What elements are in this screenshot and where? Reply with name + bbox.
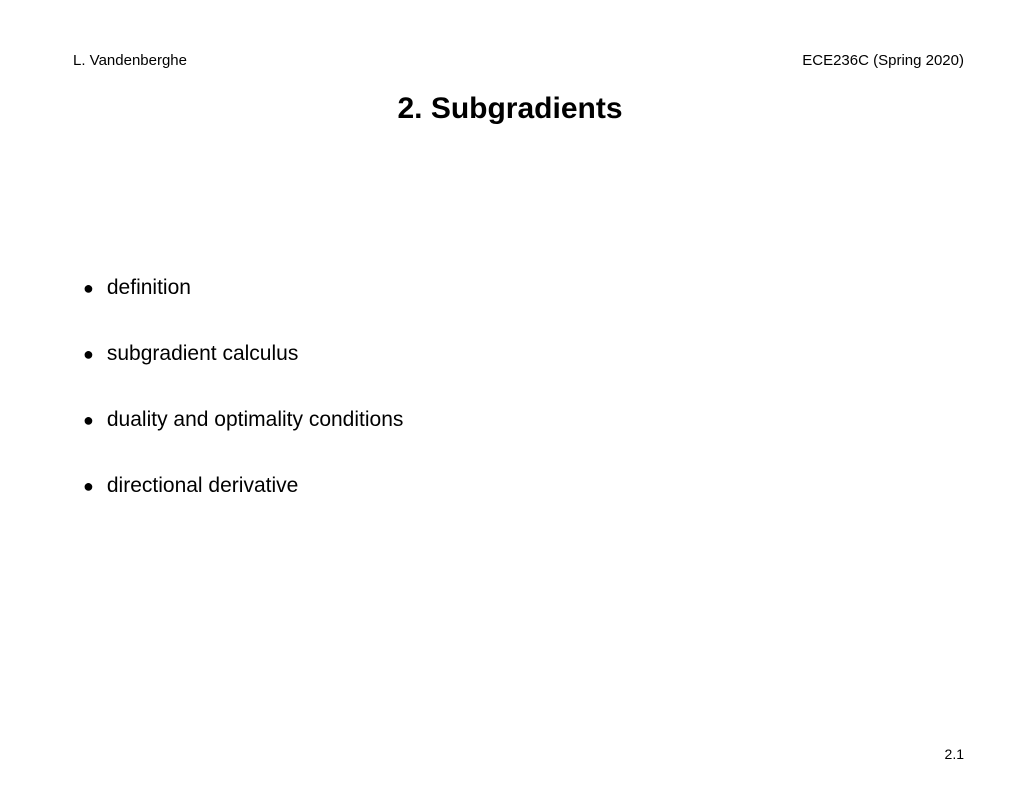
page-number: 2.1 bbox=[945, 746, 964, 762]
bullet-text: definition bbox=[107, 276, 191, 300]
bullet-icon: ● bbox=[83, 344, 94, 365]
bullet-text: directional derivative bbox=[107, 474, 298, 498]
slide-content: ● definition ● subgradient calculus ● du… bbox=[83, 276, 403, 540]
author-name: L. Vandenberghe bbox=[73, 52, 187, 69]
bullet-icon: ● bbox=[83, 410, 94, 431]
bullet-text: duality and optimality conditions bbox=[107, 408, 404, 432]
slide-title: 2. Subgradients bbox=[0, 92, 1020, 126]
list-item: ● definition bbox=[83, 276, 403, 300]
slide-header: L. Vandenberghe ECE236C (Spring 2020) bbox=[73, 52, 964, 69]
course-info: ECE236C (Spring 2020) bbox=[802, 52, 964, 69]
bullet-icon: ● bbox=[83, 278, 94, 299]
list-item: ● subgradient calculus bbox=[83, 342, 403, 366]
bullet-icon: ● bbox=[83, 476, 94, 497]
list-item: ● directional derivative bbox=[83, 474, 403, 498]
list-item: ● duality and optimality conditions bbox=[83, 408, 403, 432]
bullet-text: subgradient calculus bbox=[107, 342, 298, 366]
